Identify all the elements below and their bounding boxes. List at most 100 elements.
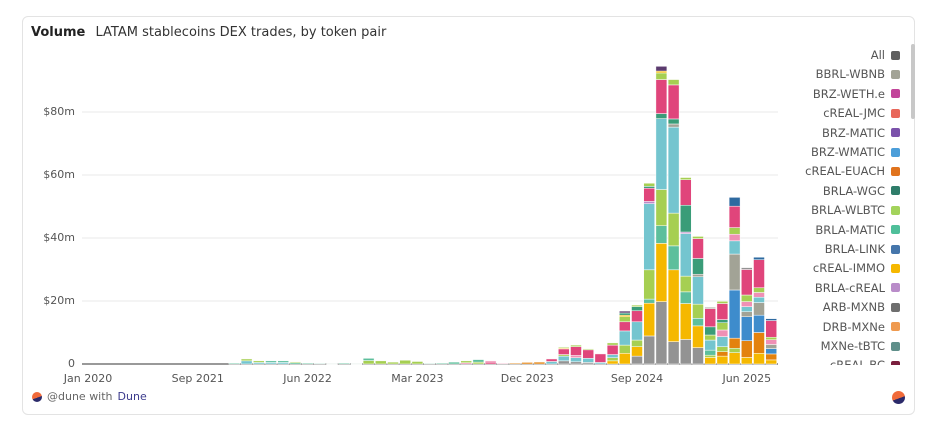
bar-segment[interactable] [228,362,241,365]
bar-segment[interactable] [704,339,716,351]
bar-segment[interactable] [667,123,680,128]
bar-segment[interactable] [753,292,765,298]
bar-segment[interactable] [667,79,680,86]
bar-segment[interactable] [680,275,692,293]
bar-segment[interactable] [728,348,741,353]
bar-segment[interactable] [667,118,680,125]
bar-segment[interactable] [741,269,753,296]
bar-segment[interactable] [716,336,729,347]
bar-segment[interactable] [619,321,631,332]
legend-item[interactable]: cREAL-BC [830,357,900,365]
bar-segment[interactable] [387,361,399,365]
bar-segment[interactable] [728,240,741,255]
bar-segment[interactable] [680,177,692,180]
bar-segment[interactable] [362,358,375,361]
bar-segment[interactable] [704,354,716,358]
legend-item[interactable]: BRZ-MATIC [822,125,900,141]
bar-segment[interactable] [570,344,582,347]
footer-brand-link[interactable]: Dune [117,390,147,403]
bar-segment[interactable] [631,321,643,341]
bar-segment[interactable] [314,363,326,365]
bar-segment[interactable] [643,187,655,202]
bar-segment[interactable] [655,243,668,302]
bar-segment[interactable] [655,113,668,119]
legend-item[interactable]: BRLA-MATIC [815,222,900,238]
bar-segment[interactable] [704,326,716,336]
bar-segment[interactable] [399,359,411,365]
bar-segment[interactable] [570,357,582,363]
bar-segment[interactable] [716,301,729,304]
bar-segment[interactable] [667,341,680,365]
bar-segment[interactable] [728,205,741,228]
bar-segment[interactable] [753,302,765,316]
bar-segment[interactable] [643,203,655,271]
legend-item[interactable]: cREAL-EUACH [805,163,900,179]
bar-segment[interactable] [606,342,619,346]
bar-segment[interactable] [692,236,704,239]
bar-segment[interactable] [716,346,729,352]
bar-segment[interactable] [448,361,460,365]
legend-item[interactable]: ARB-MXNB [823,299,900,315]
bar-segment[interactable] [570,346,582,356]
legend-item[interactable]: BRZ-WETH.e [813,86,900,102]
bar-segment[interactable] [472,361,485,365]
bar-segment[interactable] [692,258,704,275]
bar-segment[interactable] [289,361,302,363]
bar-segment[interactable] [753,256,765,260]
bar-segment[interactable] [765,320,777,338]
bar-segment[interactable] [326,363,338,365]
bar-segment[interactable] [741,267,753,270]
bar-segment[interactable] [667,269,680,342]
bar-segment[interactable] [277,360,289,363]
bar-segment[interactable] [741,357,753,365]
bar-segment[interactable] [716,351,729,357]
bar-segment[interactable] [545,361,558,365]
bar-segment[interactable] [619,316,631,323]
bar-segment[interactable] [667,212,680,247]
bar-segment[interactable] [582,349,594,359]
bar-segment[interactable] [667,245,680,271]
bar-segment[interactable] [570,361,582,365]
bar-segment[interactable] [728,352,741,365]
bar-segment[interactable] [753,332,765,354]
legend-scrollbar[interactable] [911,44,916,366]
legend-item[interactable]: cREAL-JMC [823,105,900,121]
bar-segment[interactable] [350,363,363,365]
bar-segment[interactable] [655,66,668,72]
bar-segment[interactable] [631,355,643,365]
bar-segment[interactable] [655,189,668,226]
bar-segment[interactable] [643,302,655,337]
bar-segment[interactable] [631,310,643,323]
bar-segment[interactable] [655,79,668,114]
legend-item[interactable]: BRZ-WMATIC [811,144,900,160]
bar-segment[interactable] [716,303,729,320]
bar-segment[interactable] [472,359,485,363]
bar-segment[interactable] [692,318,704,327]
bar-segment[interactable] [704,307,716,309]
bar-segment[interactable] [423,363,436,365]
bar-segment[interactable] [362,360,375,365]
bar-segment[interactable] [667,84,680,120]
legend-item[interactable]: BBRL-WBNB [816,66,900,82]
bar-segment[interactable] [497,363,509,365]
bar-segment[interactable] [704,357,716,365]
bar-segment[interactable] [765,353,777,361]
bar-segment[interactable] [411,361,424,365]
bar-segment[interactable] [606,357,619,362]
bar-segment[interactable] [741,311,753,317]
bar-segment[interactable] [631,346,643,357]
bar-segment[interactable] [643,201,655,204]
bar-segment[interactable] [716,319,729,323]
legend-item[interactable]: DRB-MXNe [823,319,900,335]
bar-segment[interactable] [692,276,704,305]
bar-segment[interactable] [728,337,741,349]
legend-item[interactable]: BRLA-WLBTC [811,202,900,218]
bar-segment[interactable] [692,303,704,319]
bar-segment[interactable] [765,336,777,340]
legend-item[interactable]: BRLA-cREAL [815,280,900,296]
bar-segment[interactable] [655,301,668,365]
bar-segment[interactable] [619,344,631,354]
bar-segment[interactable] [692,273,704,277]
legend-item[interactable]: BRLA-WGC [823,183,900,199]
bar-segment[interactable] [765,339,777,345]
